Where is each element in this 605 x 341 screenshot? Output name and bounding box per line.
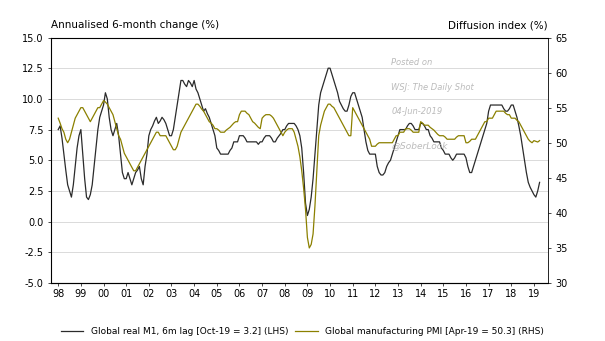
Text: Posted on: Posted on (391, 58, 433, 67)
Global real M1, 6m lag [Oct-19 = 3.2] (LHS) (324, 66, 332, 70)
Line: Global manufacturing PMI [Apr-19 = 50.3] (RHS): Global manufacturing PMI [Apr-19 = 50.3]… (58, 101, 540, 248)
Text: WSJ: The Daily Shot: WSJ: The Daily Shot (391, 83, 474, 91)
Global manufacturing PMI [Apr-19 = 50.3] (RHS) (449, 137, 456, 141)
Global real M1, 6m lag [Oct-19 = 3.2] (LHS) (292, 124, 299, 128)
Global real M1, 6m lag [Oct-19 = 3.2] (LHS) (238, 134, 245, 138)
Global manufacturing PMI [Apr-19 = 50.3] (RHS) (54, 116, 62, 120)
Global real M1, 6m lag [Oct-19 = 3.2] (LHS) (54, 128, 62, 132)
Global manufacturing PMI [Apr-19 = 50.3] (RHS) (306, 246, 313, 250)
Global real M1, 6m lag [Oct-19 = 3.2] (LHS) (449, 158, 456, 162)
Text: 04-Jun-2019: 04-Jun-2019 (391, 107, 442, 116)
Global manufacturing PMI [Apr-19 = 50.3] (RHS) (208, 121, 215, 125)
Text: Annualised 6-month change (%): Annualised 6-month change (%) (51, 20, 220, 30)
Global real M1, 6m lag [Oct-19 = 3.2] (LHS) (206, 115, 213, 119)
Global real M1, 6m lag [Oct-19 = 3.2] (LHS) (264, 134, 272, 138)
Text: @SoberLook: @SoberLook (391, 142, 448, 150)
Global real M1, 6m lag [Oct-19 = 3.2] (LHS) (304, 213, 311, 218)
Global manufacturing PMI [Apr-19 = 50.3] (RHS) (240, 109, 247, 113)
Global manufacturing PMI [Apr-19 = 50.3] (RHS) (536, 138, 543, 143)
Global manufacturing PMI [Apr-19 = 50.3] (RHS) (294, 144, 301, 148)
Global manufacturing PMI [Apr-19 = 50.3] (RHS) (266, 113, 273, 117)
Global manufacturing PMI [Apr-19 = 50.3] (RHS) (234, 120, 241, 124)
Legend: Global real M1, 6m lag [Oct-19 = 3.2] (LHS), Global manufacturing PMI [Apr-19 = : Global real M1, 6m lag [Oct-19 = 3.2] (L… (61, 327, 544, 337)
Global manufacturing PMI [Apr-19 = 50.3] (RHS) (100, 99, 107, 103)
Text: Diffusion index (%): Diffusion index (%) (448, 20, 548, 30)
Global real M1, 6m lag [Oct-19 = 3.2] (LHS) (232, 140, 240, 144)
Line: Global real M1, 6m lag [Oct-19 = 3.2] (LHS): Global real M1, 6m lag [Oct-19 = 3.2] (L… (58, 68, 540, 216)
Global real M1, 6m lag [Oct-19 = 3.2] (LHS) (536, 180, 543, 184)
